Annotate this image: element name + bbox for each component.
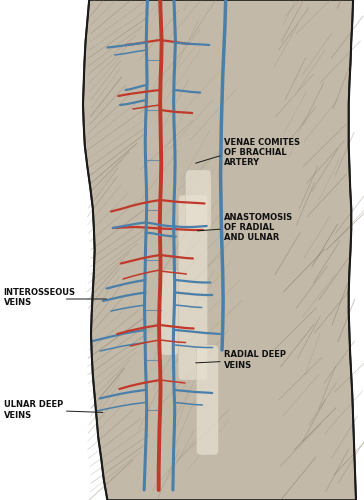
FancyBboxPatch shape	[186, 170, 211, 230]
Text: RADIAL DEEP
VEINS: RADIAL DEEP VEINS	[224, 350, 286, 370]
Polygon shape	[83, 0, 356, 500]
Text: ANASTOMOSIS
OF RADIAL
AND ULNAR: ANASTOMOSIS OF RADIAL AND ULNAR	[224, 212, 293, 242]
FancyBboxPatch shape	[160, 270, 178, 355]
Text: VENAE COMITES
OF BRACHIAL
ARTERY: VENAE COMITES OF BRACHIAL ARTERY	[224, 138, 300, 168]
FancyBboxPatch shape	[178, 195, 207, 380]
FancyBboxPatch shape	[197, 345, 218, 455]
Text: ULNAR DEEP
VEINS: ULNAR DEEP VEINS	[4, 400, 63, 419]
Text: INTEROSSEOUS
VEINS: INTEROSSEOUS VEINS	[4, 288, 76, 307]
